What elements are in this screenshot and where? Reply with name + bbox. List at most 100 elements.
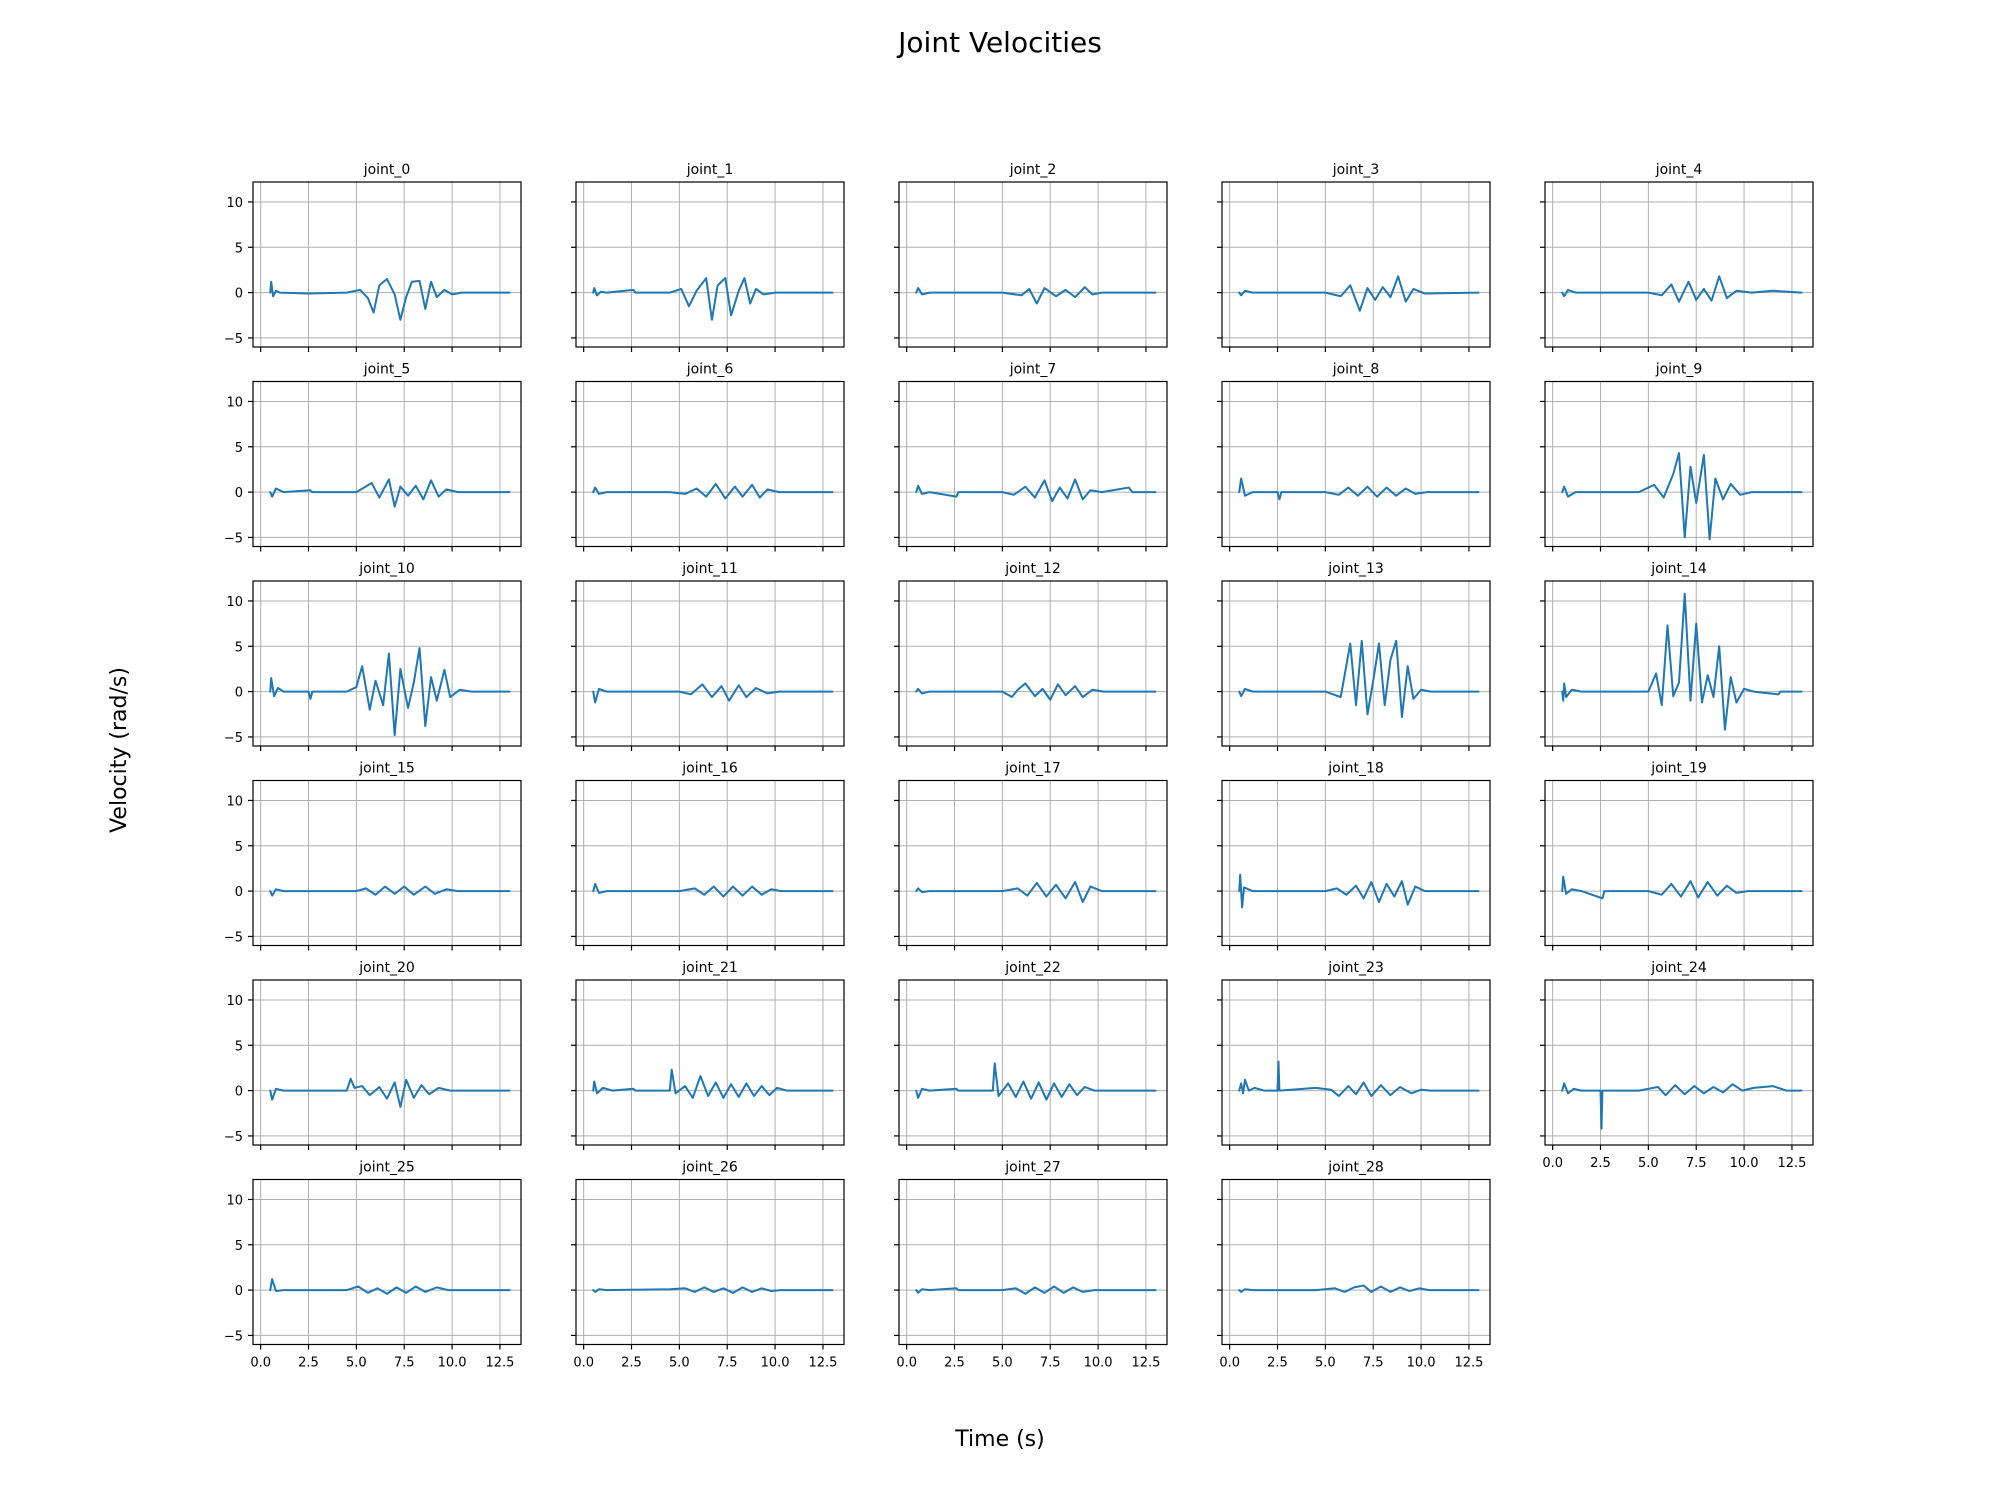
x-tick-label: 10.0 [1407, 1356, 1436, 1371]
subplot-title: joint_22 [1004, 960, 1061, 976]
subplot-joint_24: 0.0 2.5 5.0 7.5 10.0 12.5 joint_24 [1540, 960, 1814, 1171]
plot-frame [1544, 779, 1814, 947]
subplot-joint_11: joint_11 [571, 561, 845, 751]
subplot-joint_0: −5 0 5 10 joint_0 [224, 162, 522, 352]
velocity-line-joint_11 [592, 683, 834, 704]
plot-frame [1544, 979, 1814, 1146]
velocity-line-joint_17 [915, 881, 1157, 903]
plot-frame [1221, 380, 1491, 548]
x-tick-label: 12.5 [485, 1356, 514, 1371]
subplot-joint_17: joint_17 [894, 761, 1168, 951]
x-tick-label: 5.0 [992, 1356, 1013, 1371]
y-tick-label: 0 [235, 1284, 243, 1299]
x-tick-label: 7.5 [394, 1356, 415, 1371]
plot-frame [898, 979, 1168, 1146]
subplot-title: joint_28 [1327, 1160, 1384, 1176]
velocity-line-joint_24 [1561, 1082, 1803, 1130]
plot-frame [1221, 181, 1491, 348]
velocity-line-joint_3 [1238, 275, 1480, 312]
velocity-line-joint_2 [915, 286, 1157, 305]
subplot-joint_22: joint_22 [894, 960, 1168, 1150]
x-tick-label: 2.5 [1267, 1356, 1288, 1371]
subplot-grid: −5 0 5 10 joint_0 joint_1 joint_2 joint_3 joint_… [224, 162, 1814, 1371]
velocity-line-joint_19 [1561, 875, 1803, 900]
shared-x-axis-label: Time (s) [954, 1427, 1044, 1452]
plot-frame [252, 380, 522, 548]
subplot-joint_4: joint_4 [1540, 162, 1814, 352]
x-tick-label: 10.0 [1084, 1356, 1113, 1371]
plot-frame [252, 979, 522, 1146]
velocity-line-joint_13 [1238, 639, 1480, 718]
y-tick-label: 5 [235, 840, 243, 855]
plot-frame [575, 580, 845, 747]
x-tick-label: 2.5 [621, 1356, 642, 1371]
subplot-title: joint_18 [1327, 761, 1384, 777]
plot-frame [1544, 580, 1814, 747]
velocity-line-joint_0 [269, 278, 511, 321]
y-tick-label: 10 [226, 595, 243, 610]
x-tick-label: 12.5 [1131, 1356, 1160, 1371]
x-tick-label: 12.5 [1454, 1356, 1483, 1371]
subplot-title: joint_16 [681, 761, 738, 777]
plot-frame [252, 181, 522, 348]
x-tick-label: 5.0 [1638, 1156, 1659, 1171]
subplot-joint_16: joint_16 [571, 761, 845, 951]
plot-frame [898, 1178, 1168, 1346]
subplot-joint_6: joint_6 [571, 362, 845, 552]
velocity-line-joint_21 [592, 1068, 834, 1099]
subplot-title: joint_7 [1009, 362, 1057, 378]
subplot-title: joint_15 [358, 761, 415, 777]
subplot-joint_28: 0.0 2.5 5.0 7.5 10.0 12.5 joint_28 [1217, 1160, 1491, 1371]
subplot-title: joint_26 [681, 1160, 738, 1176]
plot-frame [1221, 779, 1491, 947]
plot-frame [1221, 1178, 1491, 1346]
velocity-line-joint_10 [269, 647, 511, 737]
plot-frame [575, 380, 845, 548]
plot-frame [898, 580, 1168, 747]
velocity-line-joint_27 [915, 1285, 1157, 1295]
figure-title: Joint Velocities [896, 26, 1102, 59]
x-tick-label: 5.0 [346, 1356, 367, 1371]
subplot-joint_1: joint_1 [571, 162, 845, 352]
y-tick-label: −5 [224, 332, 243, 347]
subplot-title: joint_24 [1650, 960, 1707, 976]
subplot-title: joint_0 [363, 162, 411, 178]
velocity-line-joint_7 [915, 478, 1157, 503]
velocity-line-joint_18 [1238, 873, 1480, 909]
x-tick-label: 7.5 [1040, 1356, 1061, 1371]
x-tick-label: 7.5 [1363, 1356, 1384, 1371]
velocity-line-joint_14 [1561, 592, 1803, 731]
plot-frame [575, 1178, 845, 1346]
subplot-title: joint_21 [681, 960, 738, 976]
subplot-joint_3: joint_3 [1217, 162, 1491, 352]
velocity-line-joint_4 [1561, 275, 1803, 303]
plot-frame [252, 779, 522, 947]
subplot-joint_15: −5 0 5 10 joint_15 [224, 761, 522, 951]
subplot-title: joint_23 [1327, 960, 1384, 976]
velocity-line-joint_9 [1561, 452, 1803, 541]
y-tick-label: 0 [235, 1085, 243, 1100]
velocity-line-joint_6 [592, 482, 834, 500]
subplot-joint_2: joint_2 [894, 162, 1168, 352]
x-tick-label: 0.0 [573, 1356, 594, 1371]
x-tick-label: 0.0 [1542, 1156, 1563, 1171]
x-tick-label: 2.5 [1590, 1156, 1611, 1171]
x-tick-label: 10.0 [761, 1356, 790, 1371]
velocity-line-joint_20 [269, 1077, 511, 1108]
subplot-title: joint_19 [1650, 761, 1707, 777]
subplot-title: joint_5 [363, 362, 411, 378]
plot-frame [1221, 580, 1491, 747]
subplot-joint_13: joint_13 [1217, 561, 1491, 751]
subplot-title: joint_10 [358, 561, 415, 577]
subplot-joint_19: joint_19 [1540, 761, 1814, 951]
x-tick-label: 7.5 [717, 1356, 738, 1371]
x-tick-label: 0.0 [1219, 1356, 1240, 1371]
y-tick-label: 5 [235, 640, 243, 655]
subplot-joint_27: 0.0 2.5 5.0 7.5 10.0 12.5 joint_27 [894, 1160, 1168, 1371]
x-tick-label: 10.0 [1730, 1156, 1759, 1171]
velocity-line-joint_25 [269, 1278, 511, 1295]
y-tick-label: −5 [224, 731, 243, 746]
subplot-joint_26: 0.0 2.5 5.0 7.5 10.0 12.5 joint_26 [571, 1160, 845, 1371]
subplot-title: joint_6 [686, 362, 734, 378]
y-tick-label: 10 [226, 196, 243, 211]
